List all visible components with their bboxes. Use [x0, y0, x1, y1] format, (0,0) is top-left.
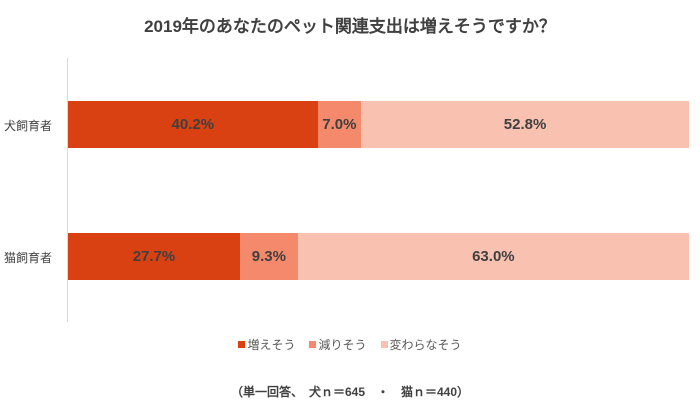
segment-increase: 40.2% [68, 101, 318, 148]
legend-swatch-decrease [309, 341, 317, 348]
row-label-cat: 猫飼育者 [4, 251, 53, 265]
legend-label: 減りそう [318, 338, 367, 352]
row-label-dog: 犬飼育者 [4, 119, 53, 133]
segment-increase: 27.7% [68, 233, 241, 280]
legend-swatch-unchanged [380, 341, 388, 348]
sample-size-note: （単一回答、 犬ｎ＝645 ・ 猫ｎ＝440） [230, 385, 470, 399]
legend: 増えそう 減りそう 変わらなそう [0, 336, 700, 353]
segment-unchanged: 52.8% [361, 101, 689, 148]
legend-label: 変わらなそう [389, 338, 462, 352]
segment-decrease: 7.0% [317, 101, 362, 148]
category-axis-line [67, 58, 68, 322]
legend-label: 増えそう [247, 338, 296, 352]
legend-item-increase: 増えそう [238, 336, 295, 353]
legend-item-decrease: 減りそう [309, 336, 367, 353]
segment-unchanged: 63.0% [297, 233, 689, 280]
chart-title: 2019年のあなたのペット関連支出は増えそうですか？ [144, 17, 556, 36]
bar-dog-owners: 40.2% 7.0% 52.8% [68, 101, 689, 148]
bar-cat-owners: 27.7% 9.3% 63.0% [68, 233, 689, 280]
legend-swatch-increase [238, 341, 246, 348]
legend-item-unchanged: 変わらなそう [380, 336, 462, 353]
segment-decrease: 9.3% [240, 233, 298, 280]
